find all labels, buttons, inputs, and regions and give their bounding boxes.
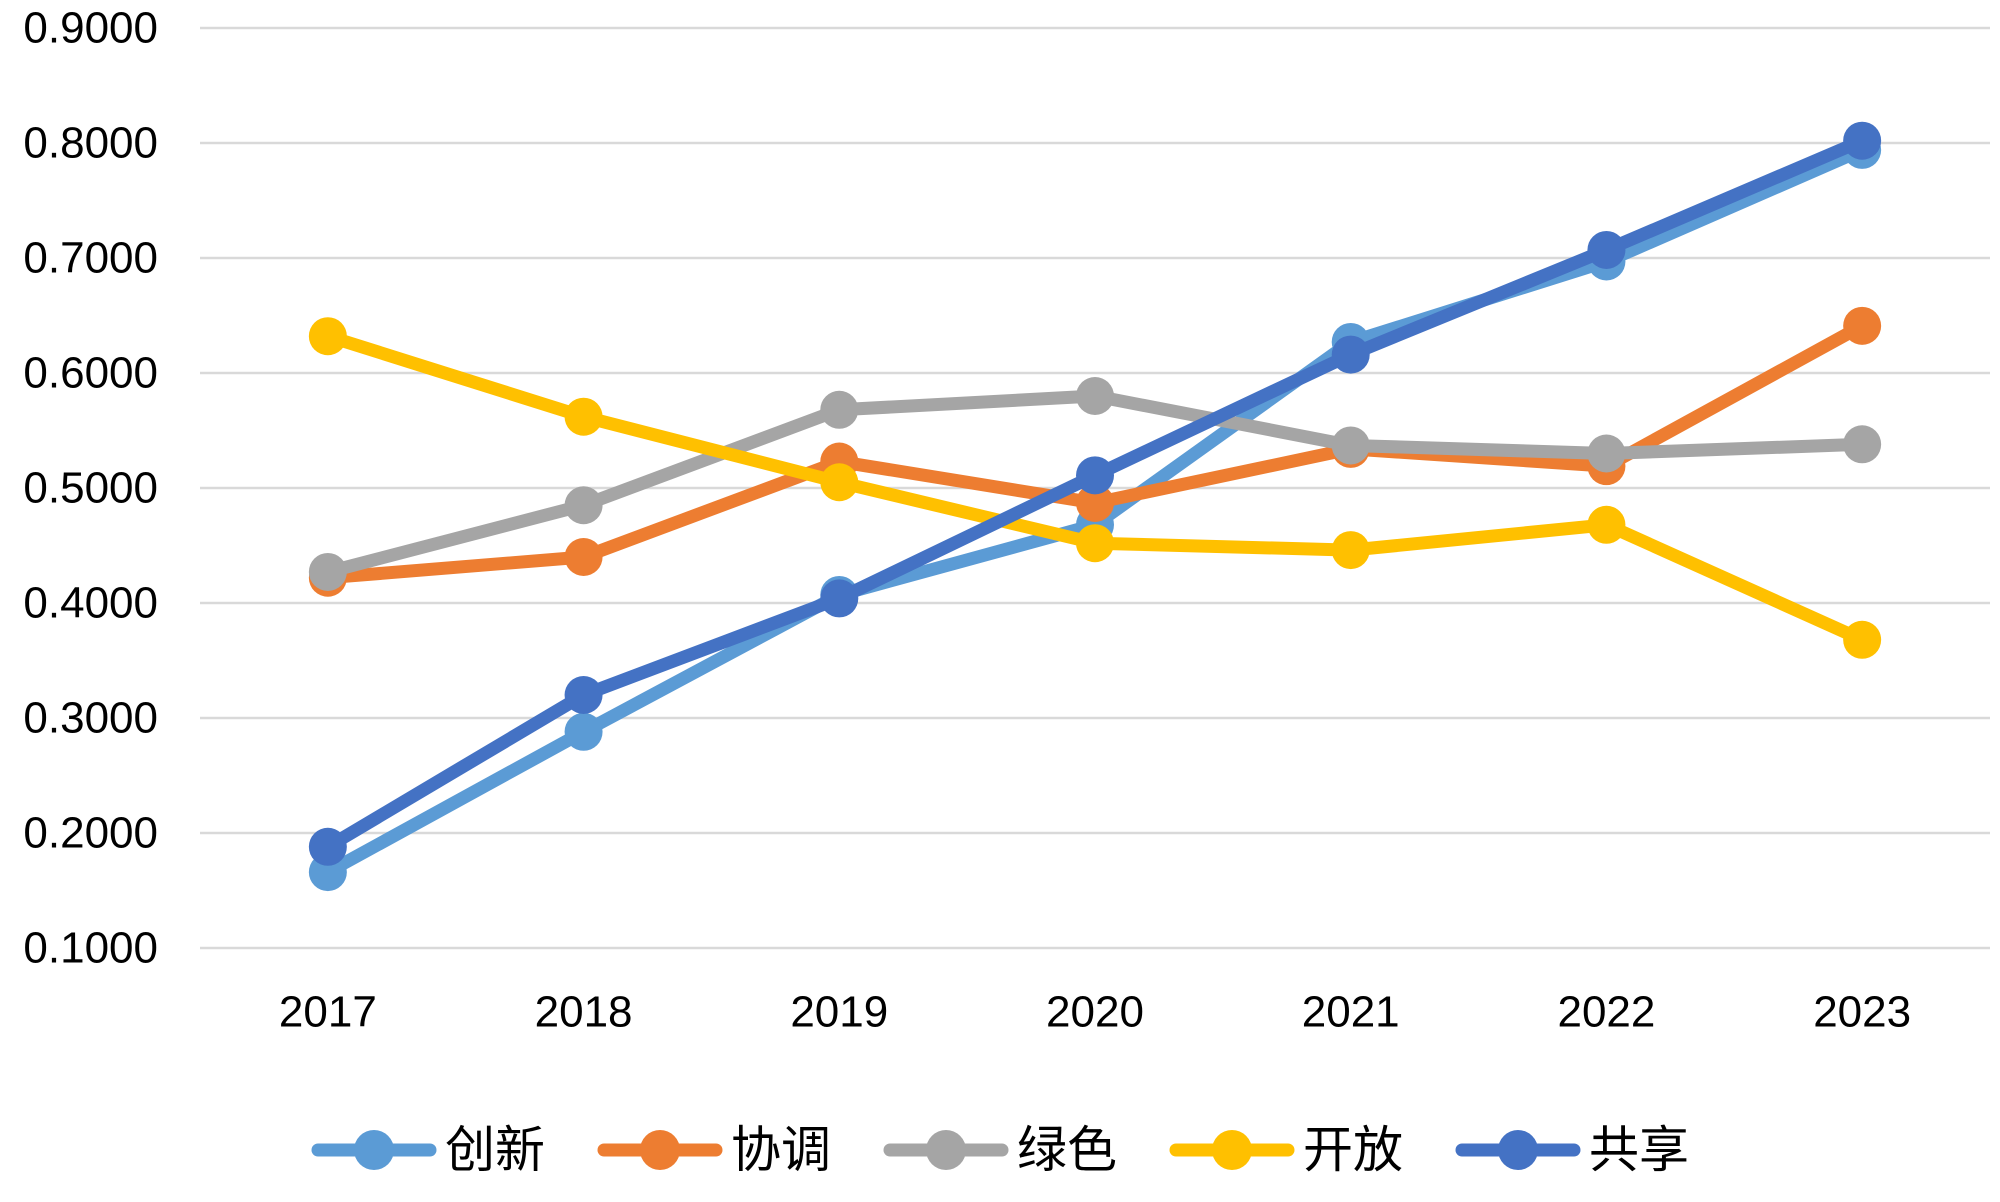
legend-item-lvse: 绿色 bbox=[883, 1125, 1117, 1175]
legend-marker-kaifang-icon bbox=[1169, 1130, 1295, 1170]
series-marker-xietiao-2018 bbox=[564, 538, 603, 576]
series-marker-gongxiang-2017 bbox=[308, 827, 347, 866]
series-marker-lvse-2018 bbox=[564, 486, 603, 525]
legend-label-lvse: 绿色 bbox=[1017, 1122, 1117, 1178]
legend: 创新 协调 绿色 开放 共享 bbox=[0, 1098, 2000, 1202]
series-marker-lvse-2020 bbox=[1076, 377, 1114, 415]
y-tick-label: 0.7000 bbox=[23, 234, 158, 283]
series-marker-xietiao-2023 bbox=[1843, 306, 1882, 345]
x-tick-label: 2023 bbox=[1813, 988, 1911, 1037]
y-tick-label: 0.5000 bbox=[23, 464, 158, 513]
series-marker-gongxiang-2021 bbox=[1331, 335, 1370, 374]
legend-dot-lvse bbox=[926, 1130, 966, 1170]
legend-item-xietiao: 协调 bbox=[597, 1125, 831, 1175]
series-marker-lvse-2023 bbox=[1843, 425, 1882, 464]
legend-marker-lvse-icon bbox=[883, 1130, 1009, 1170]
y-tick-label: 0.9000 bbox=[23, 4, 158, 53]
x-tick-label: 2017 bbox=[279, 988, 377, 1037]
series-marker-gongxiang-2018 bbox=[564, 676, 603, 714]
series-marker-kaifang-2023 bbox=[1843, 620, 1882, 659]
y-tick-label: 0.2000 bbox=[23, 809, 158, 858]
legend-dot-chuangxin bbox=[354, 1130, 394, 1170]
series-marker-xietiao-2020 bbox=[1076, 483, 1114, 522]
y-tick-label: 0.3000 bbox=[23, 694, 158, 743]
series-marker-gongxiang-2022 bbox=[1587, 230, 1626, 269]
x-tick-label: 2022 bbox=[1557, 988, 1655, 1037]
x-tick-label: 2019 bbox=[790, 988, 888, 1037]
legend-item-chuangxin: 创新 bbox=[311, 1125, 545, 1175]
legend-marker-chuangxin-icon bbox=[311, 1130, 437, 1170]
series-marker-kaifang-2017 bbox=[308, 317, 347, 356]
legend-label-kaifang: 开放 bbox=[1303, 1122, 1403, 1178]
series-marker-chuangxin-2018 bbox=[564, 712, 603, 751]
series-marker-kaifang-2021 bbox=[1331, 531, 1370, 570]
series-marker-lvse-2019 bbox=[820, 390, 859, 429]
series-marker-gongxiang-2020 bbox=[1076, 456, 1114, 495]
legend-marker-gongxiang-icon bbox=[1455, 1130, 1581, 1170]
legend-dot-gongxiang bbox=[1498, 1130, 1538, 1170]
series-marker-gongxiang-2023 bbox=[1843, 121, 1882, 160]
x-tick-label: 2020 bbox=[1046, 988, 1144, 1037]
series-marker-lvse-2022 bbox=[1587, 434, 1626, 473]
series-marker-kaifang-2020 bbox=[1076, 524, 1114, 563]
series-marker-lvse-2017 bbox=[308, 552, 347, 591]
chart-svg: 0.9000 0.8000 0.7000 0.6000 0.5000 0.4000 0.30… bbox=[23, 4, 1990, 1037]
x-tick-label: 2021 bbox=[1302, 988, 1400, 1037]
x-tick-label: 2018 bbox=[535, 988, 633, 1037]
legend-label-gongxiang: 共享 bbox=[1589, 1122, 1689, 1178]
series-marker-kaifang-2018 bbox=[564, 397, 603, 436]
y-tick-label: 0.8000 bbox=[23, 119, 158, 168]
series-marker-lvse-2021 bbox=[1331, 426, 1370, 465]
legend-label-chuangxin: 创新 bbox=[445, 1122, 545, 1178]
y-tick-label: 0.1000 bbox=[23, 924, 158, 973]
series-marker-kaifang-2019 bbox=[820, 463, 859, 502]
legend-dot-kaifang bbox=[1212, 1130, 1252, 1170]
y-tick-label: 0.4000 bbox=[23, 579, 158, 628]
series-marker-kaifang-2022 bbox=[1587, 505, 1626, 544]
legend-marker-xietiao-icon bbox=[597, 1130, 723, 1170]
legend-dot-xietiao bbox=[640, 1130, 680, 1170]
legend-item-kaifang: 开放 bbox=[1169, 1125, 1403, 1175]
y-tick-label: 0.6000 bbox=[23, 349, 158, 398]
series-marker-gongxiang-2019 bbox=[820, 579, 859, 618]
legend-item-gongxiang: 共享 bbox=[1455, 1125, 1689, 1175]
legend-label-xietiao: 协调 bbox=[731, 1122, 831, 1178]
